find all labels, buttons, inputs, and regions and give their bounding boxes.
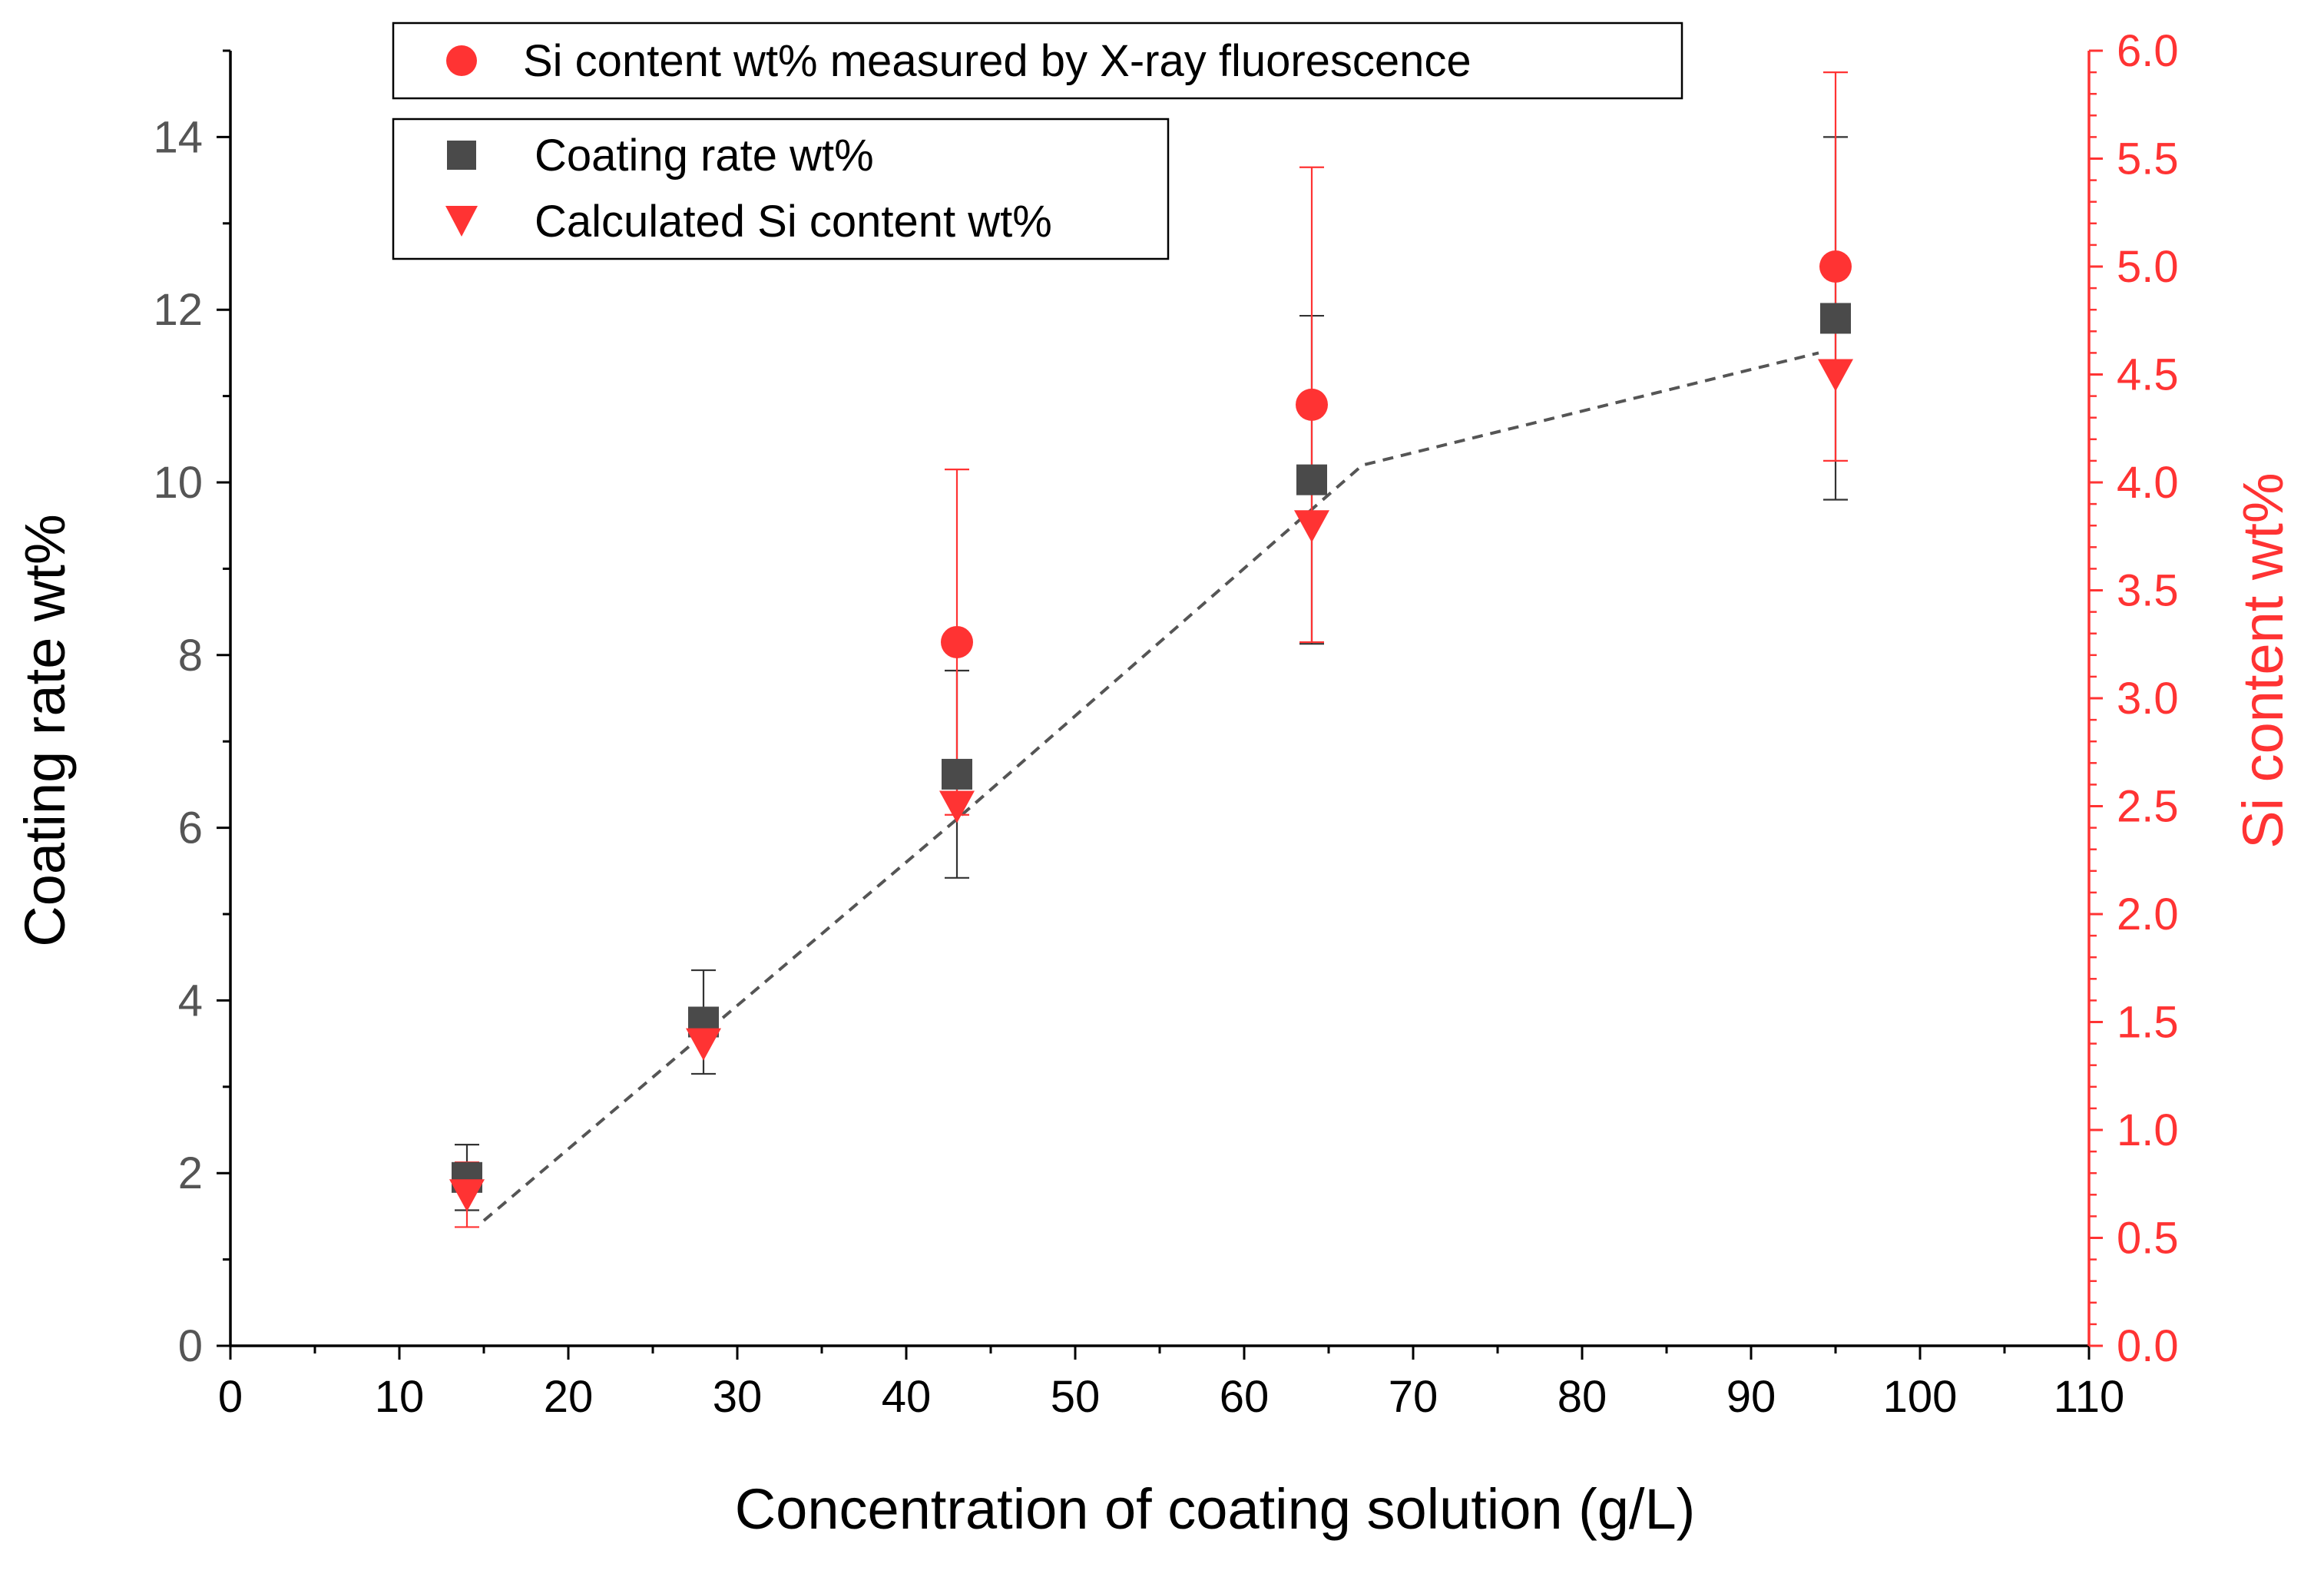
x-tick-label: 110: [2054, 1372, 2124, 1422]
data-point-si-xrf: [1819, 250, 1852, 283]
x-tick-label: 70: [1389, 1372, 1438, 1422]
y-right-tick-label: 5.0: [2117, 242, 2179, 292]
y-left-tick-label: 12: [153, 285, 203, 335]
y-left-tick-label: 2: [178, 1148, 203, 1198]
x-axis-ticks: 0 10 20 30 40 50 60 70 80 90 100 110: [218, 1346, 2124, 1422]
x-tick-label: 40: [882, 1372, 932, 1422]
legend-label-calculated-si: Calculated Si content wt%: [535, 197, 1052, 247]
y-right-tick-label: 3.0: [2117, 674, 2179, 724]
y-right-tick-label: 0.0: [2117, 1321, 2179, 1371]
data-point-calculated-si: [449, 1179, 485, 1212]
y-right-tick-label: 4.0: [2117, 458, 2179, 508]
data-point-si-xrf: [1296, 388, 1328, 421]
data-point-calculated-si: [1294, 510, 1329, 543]
legend-top-marker-circle: [446, 45, 477, 76]
data-point-coating-rate: [1820, 303, 1851, 334]
axis-titles: Concentration of coating solution (g/L) …: [13, 472, 2295, 1541]
y-left-tick-label: 10: [153, 458, 203, 508]
legend-main: Coating rate wt% Calculated Si content w…: [392, 118, 1170, 260]
data-point-si-xrf: [941, 625, 973, 658]
legend-marker-square: [447, 141, 476, 170]
y-right-tick-label: 1.0: [2117, 1105, 2179, 1155]
y-left-tick-label: 14: [153, 112, 203, 162]
y-right-tick-label: 6.0: [2117, 26, 2179, 76]
x-tick-label: 80: [1558, 1372, 1607, 1422]
data-marks: [449, 250, 1853, 1212]
y-left-tick-label: 0: [178, 1321, 203, 1371]
y-right-tick-label: 1.5: [2117, 998, 2179, 1048]
trend-line: [482, 351, 1819, 1222]
y-right-tick-label: 3.5: [2117, 566, 2179, 616]
y-right-tick-label: 4.5: [2117, 350, 2179, 400]
y-right-tick-label: 2.0: [2117, 890, 2179, 939]
y-left-axis-ticks: 0 2 4 6 8 10 12 14: [153, 49, 230, 1371]
trend-line-group: [482, 351, 1819, 1222]
x-tick-label: 0: [218, 1372, 243, 1422]
x-axis-title: Concentration of coating solution (g/L): [735, 1477, 1696, 1541]
x-tick-label: 60: [1220, 1372, 1270, 1422]
x-tick-label: 50: [1051, 1372, 1101, 1422]
legend-main-box: [392, 118, 1170, 260]
data-point-coating-rate: [1296, 464, 1327, 495]
y-left-axis-title: Coating rate wt%: [13, 514, 77, 947]
y-left-tick-label: 6: [178, 803, 203, 853]
data-point-calculated-si: [1818, 359, 1853, 392]
y-right-axis-ticks: 0.0 0.5 1.0 1.5 2.0 2.5 3.0 3.5 4.0 4.5 5.0 5.5 6.0: [2089, 26, 2179, 1371]
y-left-tick-label: 4: [178, 976, 203, 1025]
data-point-calculated-si: [686, 1028, 721, 1061]
y-left-tick-label: 8: [178, 631, 203, 681]
y-right-tick-label: 5.5: [2117, 134, 2179, 184]
data-point-coating-rate: [942, 758, 972, 790]
legend-label-coating-rate: Coating rate wt%: [535, 131, 874, 181]
legend-top: Si content wt% measured by X-ray fluores…: [392, 22, 1683, 100]
x-tick-label: 30: [713, 1372, 763, 1422]
y-right-tick-label: 0.5: [2117, 1214, 2179, 1264]
legend-top-label: Si content wt% measured by X-ray fluores…: [523, 36, 1472, 86]
data-point-calculated-si: [939, 790, 975, 823]
x-tick-label: 100: [1883, 1372, 1958, 1422]
y-right-axis-title: Si content wt%: [2231, 472, 2295, 848]
y-right-tick-label: 2.5: [2117, 782, 2179, 832]
legend-marker-triangle-down: [445, 206, 478, 237]
x-tick-label: 90: [1726, 1372, 1776, 1422]
x-tick-label: 10: [375, 1372, 425, 1422]
x-tick-label: 20: [544, 1372, 594, 1422]
legend-top-box: [392, 22, 1683, 100]
